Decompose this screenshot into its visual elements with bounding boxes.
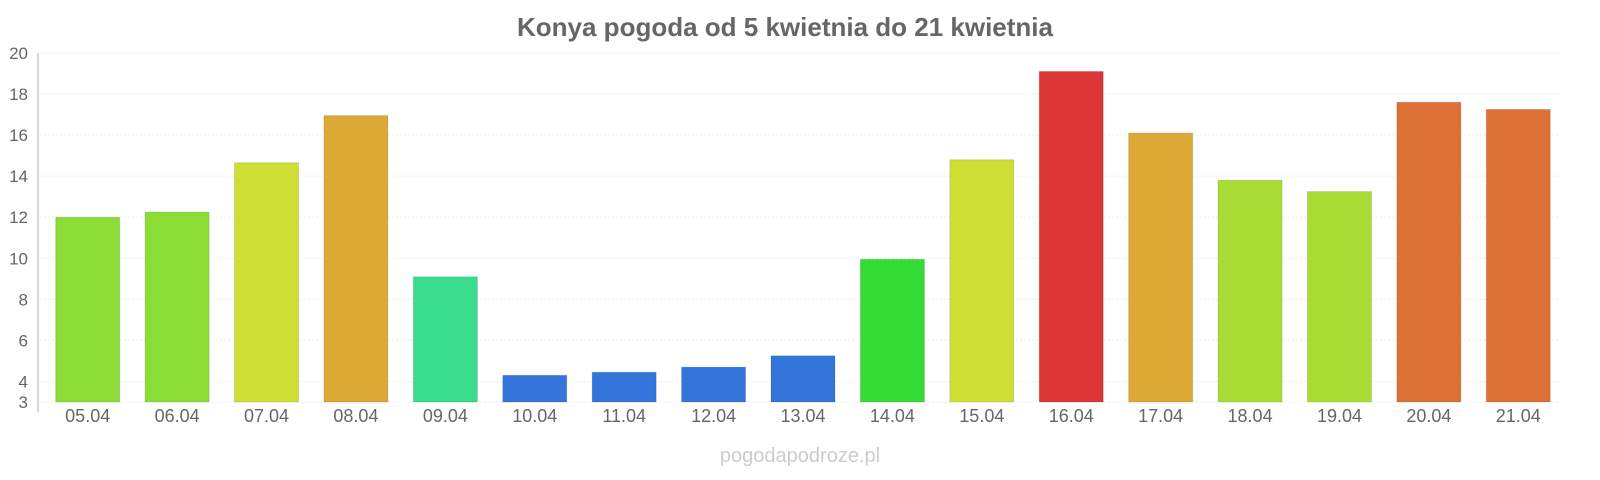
y-tick-label: 8 [19, 290, 28, 309]
x-tick-label: 21.04 [1496, 406, 1541, 426]
x-tick-label: 16.04 [1049, 406, 1094, 426]
bar-10.04 [502, 374, 568, 403]
x-tick-label: 13.04 [780, 406, 825, 426]
bar-16.04 [1038, 70, 1104, 403]
y-tick-label: 20 [9, 44, 28, 63]
x-tick-label: 17.04 [1138, 406, 1183, 426]
x-tick-label: 20.04 [1406, 406, 1451, 426]
x-tick-label: 19.04 [1317, 406, 1362, 426]
bar-18.04 [1217, 179, 1283, 403]
y-tick-label: 14 [9, 167, 28, 186]
bar-08.04 [323, 115, 389, 403]
x-tick-label: 15.04 [959, 406, 1004, 426]
bar-12.04 [681, 366, 747, 403]
bar-05.04 [55, 216, 121, 403]
bar-09.04 [412, 276, 478, 403]
x-tick-label: 05.04 [65, 406, 110, 426]
y-tick-label: 3 [19, 393, 28, 412]
y-tick-label: 6 [19, 331, 28, 350]
x-tick-label: 11.04 [602, 406, 646, 426]
bar-06.04 [144, 211, 210, 403]
y-tick-label: 4 [19, 372, 28, 391]
watermark: pogodapodroze.pl [720, 445, 880, 467]
bar-21.04 [1485, 108, 1551, 403]
x-tick-label: 14.04 [870, 406, 915, 426]
x-tick-label: 09.04 [423, 406, 468, 426]
bar-11.04 [591, 371, 657, 403]
bar-15.04 [949, 159, 1015, 403]
x-tick-label: 06.04 [155, 406, 200, 426]
x-tick-label: 07.04 [244, 406, 289, 426]
bar-14.04 [859, 258, 925, 403]
chart-title: Konya pogoda od 5 kwietnia do 21 kwietni… [517, 12, 1054, 42]
bar-20.04 [1396, 101, 1462, 403]
y-tick-label: 12 [9, 208, 28, 227]
bar-19.04 [1306, 191, 1372, 403]
x-tick-label: 12.04 [691, 406, 736, 426]
x-tick-label: 10.04 [512, 406, 557, 426]
y-tick-label: 16 [9, 126, 28, 145]
y-tick-label: 18 [9, 85, 28, 104]
bar-07.04 [234, 162, 300, 403]
bar-13.04 [770, 355, 836, 403]
x-tick-label: 08.04 [333, 406, 378, 426]
y-tick-label: 10 [9, 249, 28, 268]
x-tick-label: 18.04 [1228, 406, 1273, 426]
bar-17.04 [1128, 132, 1194, 403]
